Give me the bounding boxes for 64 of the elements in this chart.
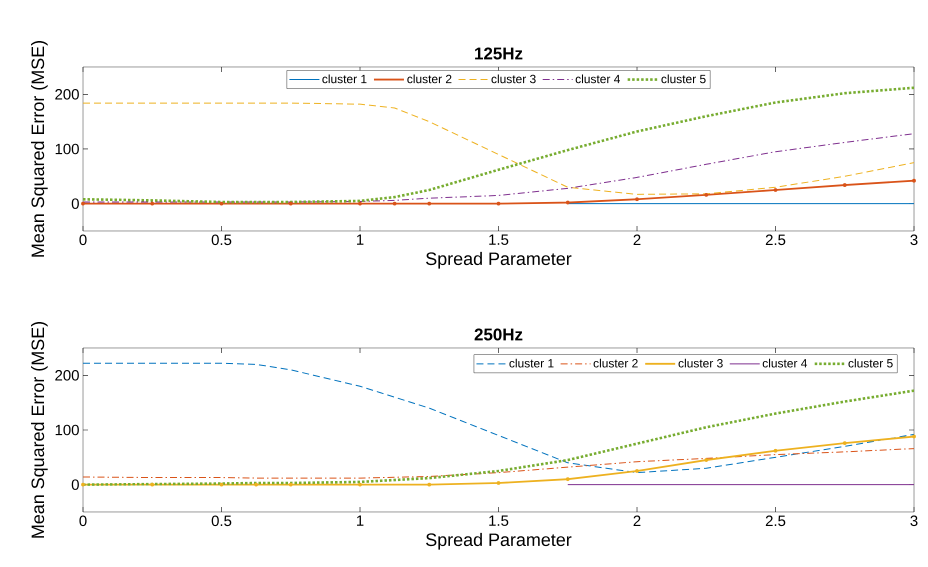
legend-label: cluster 1 <box>322 74 366 84</box>
y-axis-title: Mean Squared Error (MSE) <box>30 41 48 257</box>
x-tick-label: 2.5 <box>766 234 786 246</box>
point <box>566 477 570 482</box>
x-tick-label: 0 <box>79 516 87 526</box>
point <box>358 482 362 487</box>
point <box>704 193 708 197</box>
x-tick-label: 1.5 <box>489 234 508 245</box>
point <box>150 482 154 487</box>
legend-label: cluster 2 <box>407 74 452 84</box>
legend-label: cluster 5 <box>848 358 893 368</box>
point <box>635 469 639 473</box>
chart-title: 250Hz <box>474 328 522 340</box>
chart-title: 125Hz <box>475 47 522 60</box>
y-tick-label: 0 <box>72 479 79 490</box>
point <box>842 183 847 187</box>
point <box>392 202 397 206</box>
x-tick-label: 1 <box>356 234 364 245</box>
x-axis-title: Spread Parameter <box>426 252 572 269</box>
point <box>496 202 500 206</box>
x-tick-label: 1.5 <box>489 516 508 526</box>
point <box>912 178 916 183</box>
x-tick-label: 2 <box>634 234 640 245</box>
y-tick-label: 100 <box>56 424 79 436</box>
point <box>427 482 432 487</box>
legend-label: cluster 3 <box>678 358 723 368</box>
legend-label: cluster 4 <box>762 358 808 368</box>
point <box>704 458 708 462</box>
point <box>774 188 778 192</box>
point <box>150 202 154 206</box>
x-tick-label: 0.5 <box>212 516 232 526</box>
point <box>774 448 778 453</box>
legend-label: cluster 5 <box>661 74 706 84</box>
x-tick-label: 3 <box>910 516 918 526</box>
legend-label: cluster 4 <box>576 74 620 84</box>
point <box>288 202 293 206</box>
x-tick-label: 1 <box>356 516 364 526</box>
legend-label: cluster 1 <box>509 358 554 368</box>
point <box>81 202 85 206</box>
point <box>220 202 224 206</box>
y-tick-label: 100 <box>56 144 79 154</box>
point <box>635 197 639 202</box>
y-tick-label: 0 <box>72 198 79 209</box>
point <box>912 434 916 438</box>
y-axis-title: Mean Squared Error (MSE) <box>30 322 48 538</box>
point <box>288 482 293 487</box>
x-tick-label: 0.5 <box>212 234 232 246</box>
point <box>220 482 224 487</box>
x-tick-label: 2 <box>634 516 640 526</box>
point <box>427 202 432 206</box>
point <box>496 481 500 485</box>
point <box>254 482 258 487</box>
point <box>81 482 85 487</box>
x-tick-label: 2.5 <box>766 516 786 526</box>
point <box>358 202 362 206</box>
point <box>566 200 570 204</box>
legend-label: cluster 3 <box>492 74 536 84</box>
x-axis-title: Spread Parameter <box>426 532 572 550</box>
y-tick-label: 200 <box>55 370 79 381</box>
x-tick-label: 3 <box>910 234 918 246</box>
x-tick-label: 0 <box>79 234 87 246</box>
point <box>842 441 847 446</box>
legend-label: cluster 2 <box>594 358 638 368</box>
y-tick-label: 200 <box>55 89 79 100</box>
